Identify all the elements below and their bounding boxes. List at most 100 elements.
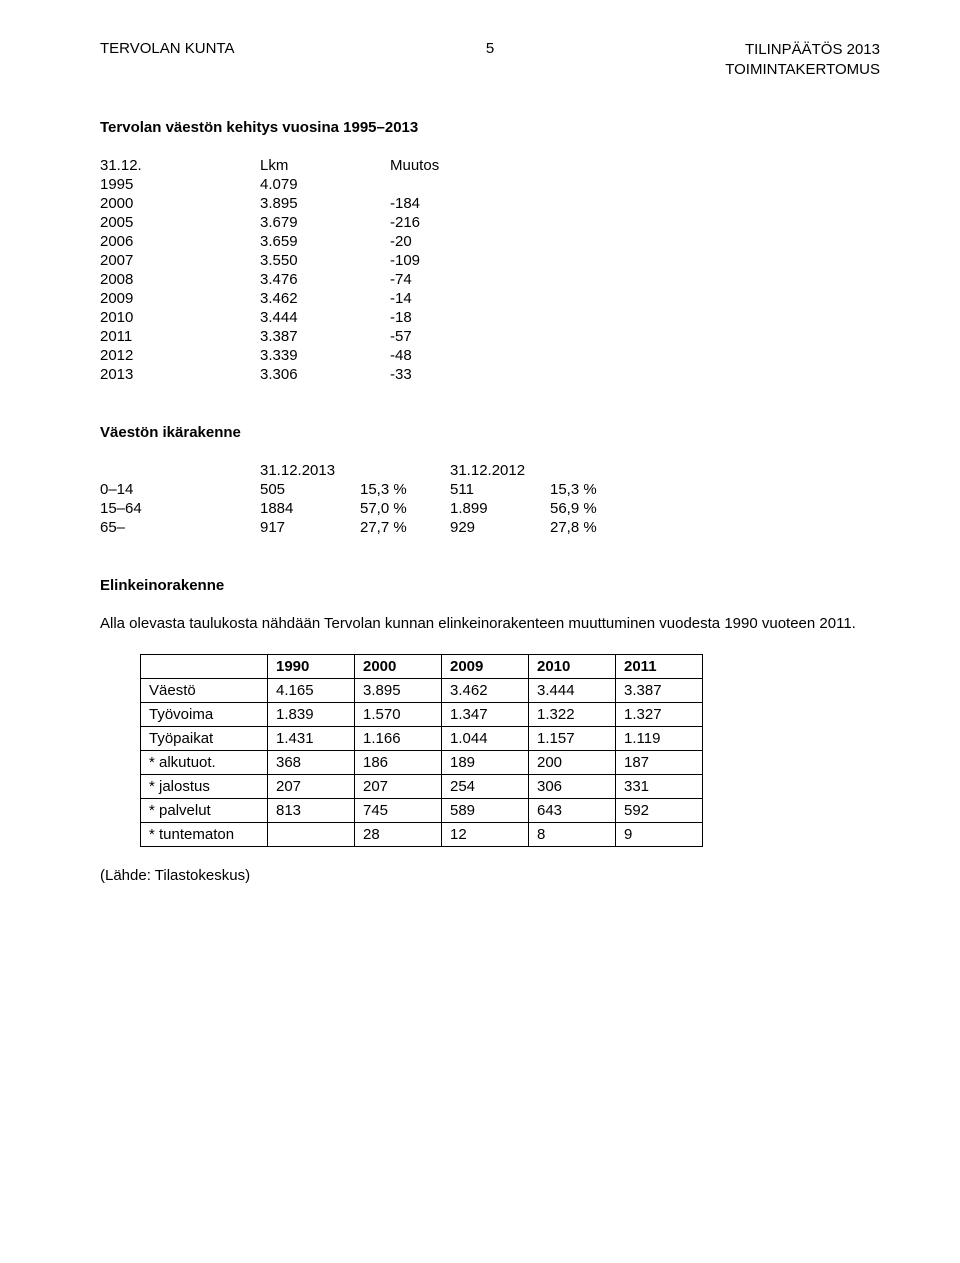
table-cell: 200 bbox=[529, 751, 616, 775]
table-cell: 28 bbox=[355, 823, 442, 847]
table-cell: -14 bbox=[390, 289, 480, 308]
table-row: Väestö4.1653.8953.4623.4443.387 bbox=[141, 679, 703, 703]
table-row: 0–1450515,3 %51115,3 % bbox=[100, 480, 640, 499]
table-cell: 2006 bbox=[100, 232, 260, 251]
table-cell: 12 bbox=[442, 823, 529, 847]
table-cell: 2007 bbox=[100, 251, 260, 270]
table-cell bbox=[390, 175, 480, 194]
table-cell: 3.476 bbox=[260, 270, 390, 289]
table-row: 20003.895-184 bbox=[100, 194, 480, 213]
table-cell: -57 bbox=[390, 327, 480, 346]
table-cell: 1.327 bbox=[616, 703, 703, 727]
col-year: 31.12. bbox=[100, 156, 260, 175]
page: TERVOLAN KUNTA 5 TILINPÄÄTÖS 2013 TOIMIN… bbox=[0, 0, 960, 1263]
industry-structure-table: 1990 2000 2009 2010 2011 Väestö4.1653.89… bbox=[140, 654, 703, 847]
table-cell: 368 bbox=[268, 751, 355, 775]
col-muutos: Muutos bbox=[390, 156, 480, 175]
col-2011: 2011 bbox=[616, 655, 703, 679]
table-row: 20133.306-33 bbox=[100, 365, 480, 384]
table-row: 20063.659-20 bbox=[100, 232, 480, 251]
table-cell: 331 bbox=[616, 775, 703, 799]
table-cell: 306 bbox=[529, 775, 616, 799]
table-cell: 3.387 bbox=[260, 327, 390, 346]
table-cell: 505 bbox=[260, 480, 360, 499]
table-cell: 3.387 bbox=[616, 679, 703, 703]
table-cell: 2009 bbox=[100, 289, 260, 308]
table-cell: 3.462 bbox=[442, 679, 529, 703]
table-cell: 4.079 bbox=[260, 175, 390, 194]
table-row: 20103.444-18 bbox=[100, 308, 480, 327]
table-row: 20083.476-74 bbox=[100, 270, 480, 289]
section3-intro: Alla olevasta taulukosta nähdään Tervola… bbox=[100, 614, 880, 634]
table-cell: 2012 bbox=[100, 346, 260, 365]
blank-cell bbox=[550, 461, 640, 480]
table-header-row: 1990 2000 2009 2010 2011 bbox=[141, 655, 703, 679]
table-cell: 2008 bbox=[100, 270, 260, 289]
table-cell: 3.444 bbox=[260, 308, 390, 327]
table-cell: 2000 bbox=[100, 194, 260, 213]
population-history-table: 31.12. Lkm Muutos 19954.07920003.895-184… bbox=[100, 156, 480, 384]
table-cell: 1.570 bbox=[355, 703, 442, 727]
table-cell: 189 bbox=[442, 751, 529, 775]
table-cell: 1.166 bbox=[355, 727, 442, 751]
header-right-top: TILINPÄÄTÖS 2013 bbox=[515, 40, 880, 60]
table-cell: -18 bbox=[390, 308, 480, 327]
table-cell: -109 bbox=[390, 251, 480, 270]
col-lkm: Lkm bbox=[260, 156, 390, 175]
table-cell: 0–14 bbox=[100, 480, 260, 499]
table-cell: 56,9 % bbox=[550, 499, 640, 518]
table-cell: 207 bbox=[268, 775, 355, 799]
table-cell: 3.659 bbox=[260, 232, 390, 251]
header-left: TERVOLAN KUNTA bbox=[100, 40, 465, 57]
table-cell: 813 bbox=[268, 799, 355, 823]
table-cell: 511 bbox=[450, 480, 550, 499]
table-cell: 3.895 bbox=[355, 679, 442, 703]
table-cell: 745 bbox=[355, 799, 442, 823]
table-cell: 1884 bbox=[260, 499, 360, 518]
table-cell: -33 bbox=[390, 365, 480, 384]
table-row: 65–91727,7 %92927,8 % bbox=[100, 518, 640, 537]
table-row: 15–64188457,0 %1.89956,9 % bbox=[100, 499, 640, 518]
table-cell: 254 bbox=[442, 775, 529, 799]
table-cell: 1.157 bbox=[529, 727, 616, 751]
header-page-number: 5 bbox=[465, 40, 515, 57]
age-structure-table: 31.12.2013 31.12.2012 0–1450515,3 %51115… bbox=[100, 461, 640, 537]
table-cell: 1.119 bbox=[616, 727, 703, 751]
table-row: Työpaikat1.4311.1661.0441.1571.119 bbox=[141, 727, 703, 751]
table-cell: 929 bbox=[450, 518, 550, 537]
table-row: 20073.550-109 bbox=[100, 251, 480, 270]
table-cell: 1.322 bbox=[529, 703, 616, 727]
source-note: (Lähde: Tilastokeskus) bbox=[100, 867, 880, 884]
row-label: Työpaikat bbox=[141, 727, 268, 751]
col-2009: 2009 bbox=[442, 655, 529, 679]
table-cell: 187 bbox=[616, 751, 703, 775]
table-cell bbox=[268, 823, 355, 847]
row-label: Väestö bbox=[141, 679, 268, 703]
table-cell: -20 bbox=[390, 232, 480, 251]
table-row: 20113.387-57 bbox=[100, 327, 480, 346]
table-cell: 643 bbox=[529, 799, 616, 823]
table-cell: 15–64 bbox=[100, 499, 260, 518]
table-row: Työvoima1.8391.5701.3471.3221.327 bbox=[141, 703, 703, 727]
page-header: TERVOLAN KUNTA 5 TILINPÄÄTÖS 2013 TOIMIN… bbox=[100, 40, 880, 79]
table-cell: 3.444 bbox=[529, 679, 616, 703]
table-cell: -184 bbox=[390, 194, 480, 213]
table-cell: 917 bbox=[260, 518, 360, 537]
table-cell: 27,7 % bbox=[360, 518, 450, 537]
table-cell: 2011 bbox=[100, 327, 260, 346]
table-row: * alkutuot.368186189200187 bbox=[141, 751, 703, 775]
blank-cell bbox=[360, 461, 450, 480]
col-2012: 31.12.2012 bbox=[450, 461, 550, 480]
table-row: 19954.079 bbox=[100, 175, 480, 194]
table-cell: 9 bbox=[616, 823, 703, 847]
table-cell: 207 bbox=[355, 775, 442, 799]
table-cell: 27,8 % bbox=[550, 518, 640, 537]
row-label: * palvelut bbox=[141, 799, 268, 823]
table-cell: 3.679 bbox=[260, 213, 390, 232]
table-header-row: 31.12. Lkm Muutos bbox=[100, 156, 480, 175]
table-cell: 592 bbox=[616, 799, 703, 823]
table-cell: 8 bbox=[529, 823, 616, 847]
col-2010: 2010 bbox=[529, 655, 616, 679]
table-cell: 15,3 % bbox=[550, 480, 640, 499]
table-cell: 2005 bbox=[100, 213, 260, 232]
